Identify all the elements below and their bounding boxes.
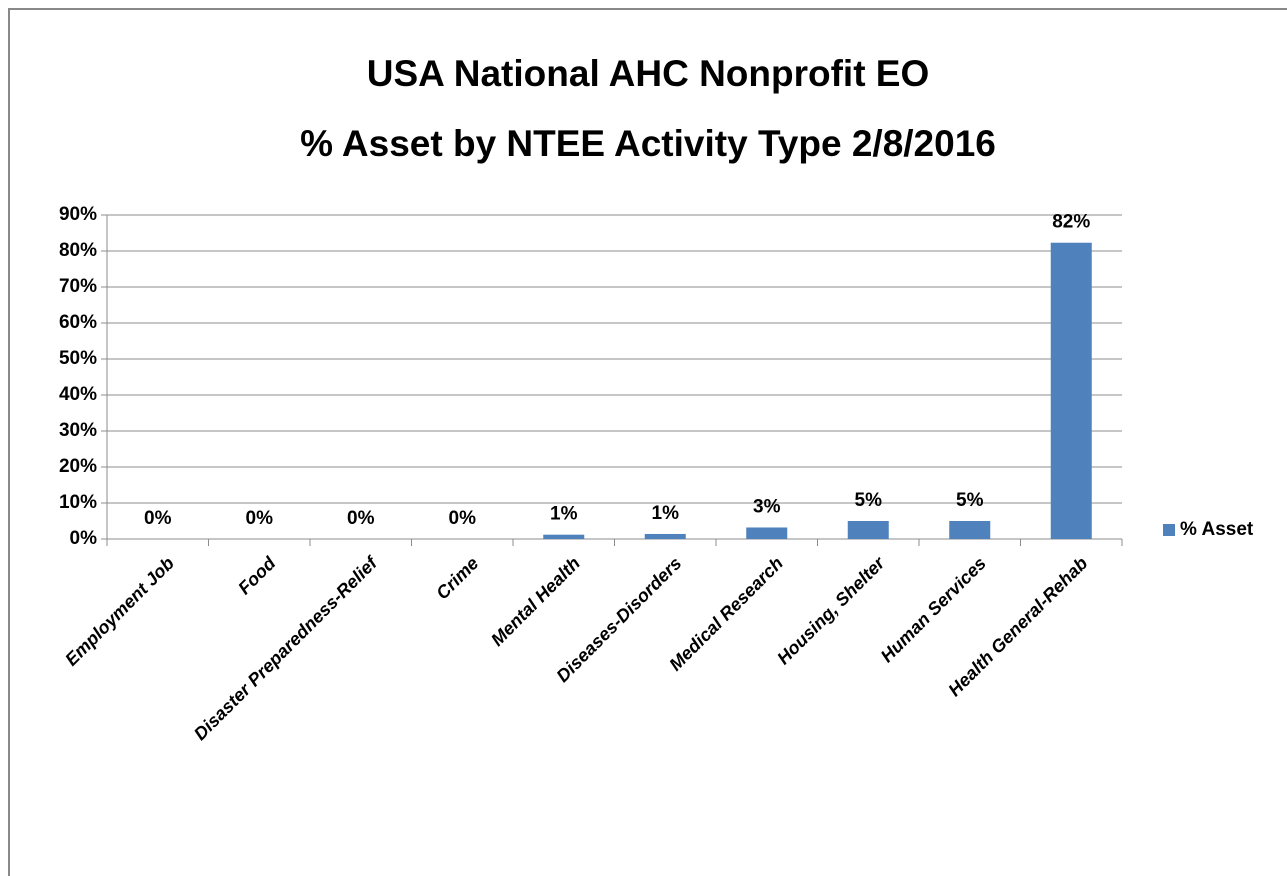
chart-frame bbox=[8, 8, 1287, 876]
data-label: 82% bbox=[1052, 212, 1090, 233]
x-tick-label: Crime bbox=[432, 553, 482, 603]
y-tick-label: 40% bbox=[59, 384, 97, 405]
bar bbox=[847, 521, 889, 539]
bar bbox=[644, 533, 686, 539]
x-tick-label: Food bbox=[234, 552, 280, 598]
x-tick-label: Employment Job bbox=[61, 553, 178, 670]
data-label: 0% bbox=[246, 508, 274, 529]
data-label: 3% bbox=[753, 496, 781, 517]
bar bbox=[543, 534, 585, 539]
data-label: 0% bbox=[347, 508, 375, 529]
x-tick-label: Human Services bbox=[877, 553, 990, 666]
data-label: 1% bbox=[652, 503, 680, 524]
x-tick-label: Disaster Preparedness-Relief bbox=[190, 552, 382, 744]
y-tick-label: 90% bbox=[59, 204, 97, 225]
chart-title: USA National AHC Nonprofit EO bbox=[367, 53, 930, 94]
x-tick-label: Housing, Shelter bbox=[773, 552, 889, 668]
data-label: 5% bbox=[956, 490, 984, 511]
legend-swatch bbox=[1163, 524, 1175, 536]
y-tick-label: 10% bbox=[59, 492, 97, 513]
x-tick-label: Medical Research bbox=[665, 553, 787, 675]
data-label: 0% bbox=[144, 508, 172, 529]
bar bbox=[746, 527, 788, 539]
data-label: 5% bbox=[855, 490, 883, 511]
y-tick-label: 30% bbox=[59, 420, 97, 441]
bar bbox=[1050, 242, 1092, 539]
x-tick-label: Mental Health bbox=[487, 553, 584, 650]
bar bbox=[949, 521, 991, 539]
y-tick-label: 60% bbox=[59, 312, 97, 333]
y-tick-label: 20% bbox=[59, 456, 97, 477]
y-tick-label: 70% bbox=[59, 276, 97, 297]
legend-label: % Asset bbox=[1180, 519, 1254, 540]
data-label: 0% bbox=[449, 508, 477, 529]
chart-title: % Asset by NTEE Activity Type 2/8/2016 bbox=[300, 123, 996, 164]
data-label: 1% bbox=[550, 504, 578, 525]
y-tick-label: 0% bbox=[70, 528, 98, 549]
y-tick-label: 50% bbox=[59, 348, 97, 369]
y-tick-label: 80% bbox=[59, 240, 97, 261]
